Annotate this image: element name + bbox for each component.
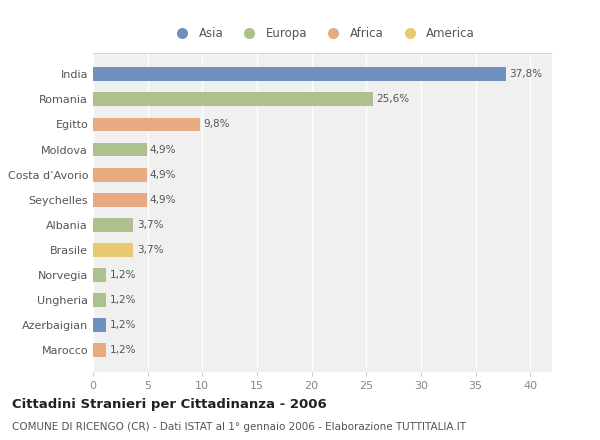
Bar bbox=[93, 344, 106, 357]
Bar bbox=[93, 67, 506, 81]
Bar bbox=[93, 243, 133, 257]
Bar bbox=[93, 143, 146, 157]
Text: 4,9%: 4,9% bbox=[150, 144, 176, 154]
Text: 1,2%: 1,2% bbox=[109, 270, 136, 280]
Text: 3,7%: 3,7% bbox=[137, 220, 163, 230]
Bar bbox=[93, 193, 146, 207]
Bar bbox=[93, 92, 373, 106]
Text: 3,7%: 3,7% bbox=[137, 245, 163, 255]
Text: 1,2%: 1,2% bbox=[109, 345, 136, 356]
Legend: Asia, Europa, Africa, America: Asia, Europa, Africa, America bbox=[170, 27, 475, 40]
Text: 1,2%: 1,2% bbox=[109, 295, 136, 305]
Bar bbox=[93, 293, 106, 307]
Bar bbox=[93, 319, 106, 332]
Bar bbox=[93, 168, 146, 182]
Bar bbox=[93, 117, 200, 131]
Text: 4,9%: 4,9% bbox=[150, 195, 176, 205]
Text: 37,8%: 37,8% bbox=[509, 69, 542, 79]
Text: Cittadini Stranieri per Cittadinanza - 2006: Cittadini Stranieri per Cittadinanza - 2… bbox=[12, 398, 327, 411]
Text: 25,6%: 25,6% bbox=[376, 94, 409, 104]
Text: 4,9%: 4,9% bbox=[150, 170, 176, 180]
Text: COMUNE DI RICENGO (CR) - Dati ISTAT al 1° gennaio 2006 - Elaborazione TUTTITALIA: COMUNE DI RICENGO (CR) - Dati ISTAT al 1… bbox=[12, 422, 466, 433]
Bar bbox=[93, 268, 106, 282]
Bar bbox=[93, 218, 133, 232]
Text: 9,8%: 9,8% bbox=[203, 119, 230, 129]
Text: 1,2%: 1,2% bbox=[109, 320, 136, 330]
